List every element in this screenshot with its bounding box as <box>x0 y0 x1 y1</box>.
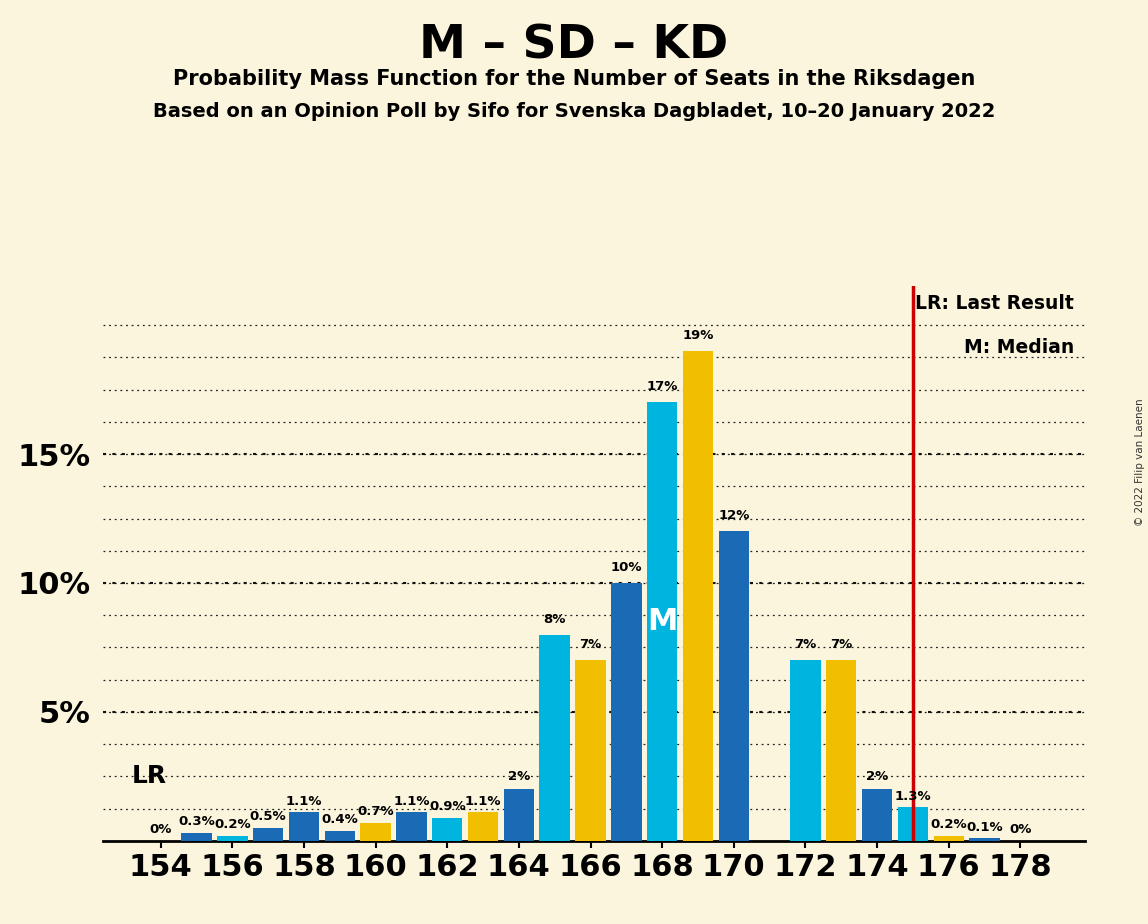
Text: 7%: 7% <box>580 638 602 651</box>
Text: 17%: 17% <box>646 381 677 394</box>
Bar <box>432 818 463 841</box>
Text: LR: LR <box>132 764 168 788</box>
Bar <box>933 835 964 841</box>
Bar <box>396 812 427 841</box>
Text: M: Median: M: Median <box>964 338 1075 357</box>
Text: 0.2%: 0.2% <box>930 818 967 831</box>
Text: Probability Mass Function for the Number of Seats in the Riksdagen: Probability Mass Function for the Number… <box>173 69 975 90</box>
Bar <box>898 808 928 841</box>
Text: 0.7%: 0.7% <box>357 805 394 818</box>
Text: 1.1%: 1.1% <box>286 795 323 808</box>
Bar <box>288 812 319 841</box>
Text: Based on an Opinion Poll by Sifo for Svenska Dagbladet, 10–20 January 2022: Based on an Opinion Poll by Sifo for Sve… <box>153 102 995 121</box>
Bar <box>827 661 856 841</box>
Text: © 2022 Filip van Laenen: © 2022 Filip van Laenen <box>1135 398 1145 526</box>
Text: 10%: 10% <box>611 561 642 574</box>
Text: LR: Last Result: LR: Last Result <box>915 294 1075 313</box>
Text: 8%: 8% <box>543 613 566 626</box>
Text: 0%: 0% <box>149 823 172 836</box>
Bar <box>683 351 713 841</box>
Text: 7%: 7% <box>794 638 816 651</box>
Text: 0.5%: 0.5% <box>250 810 286 823</box>
Text: M: M <box>647 607 677 636</box>
Bar <box>325 831 355 841</box>
Bar <box>647 403 677 841</box>
Text: 0.9%: 0.9% <box>429 800 466 813</box>
Text: 1.1%: 1.1% <box>393 795 429 808</box>
Text: 0.2%: 0.2% <box>214 818 250 831</box>
Text: 1.1%: 1.1% <box>465 795 502 808</box>
Bar <box>575 661 606 841</box>
Bar <box>504 789 534 841</box>
Bar <box>217 835 248 841</box>
Bar <box>862 789 892 841</box>
Text: 1.3%: 1.3% <box>894 790 931 803</box>
Text: 2%: 2% <box>507 770 530 783</box>
Bar <box>253 828 284 841</box>
Text: 2%: 2% <box>866 770 889 783</box>
Text: 0%: 0% <box>1009 823 1032 836</box>
Bar <box>611 583 642 841</box>
Text: 0.4%: 0.4% <box>321 813 358 826</box>
Text: 0.1%: 0.1% <box>967 821 1003 833</box>
Text: 0.3%: 0.3% <box>178 816 215 829</box>
Bar <box>540 635 569 841</box>
Text: 7%: 7% <box>830 638 853 651</box>
Bar <box>969 838 1000 841</box>
Text: 12%: 12% <box>719 509 750 522</box>
Bar <box>181 833 211 841</box>
Bar <box>360 822 390 841</box>
Bar <box>790 661 821 841</box>
Text: 19%: 19% <box>682 329 714 342</box>
Text: M – SD – KD: M – SD – KD <box>419 23 729 68</box>
Bar <box>468 812 498 841</box>
Bar <box>719 531 748 841</box>
